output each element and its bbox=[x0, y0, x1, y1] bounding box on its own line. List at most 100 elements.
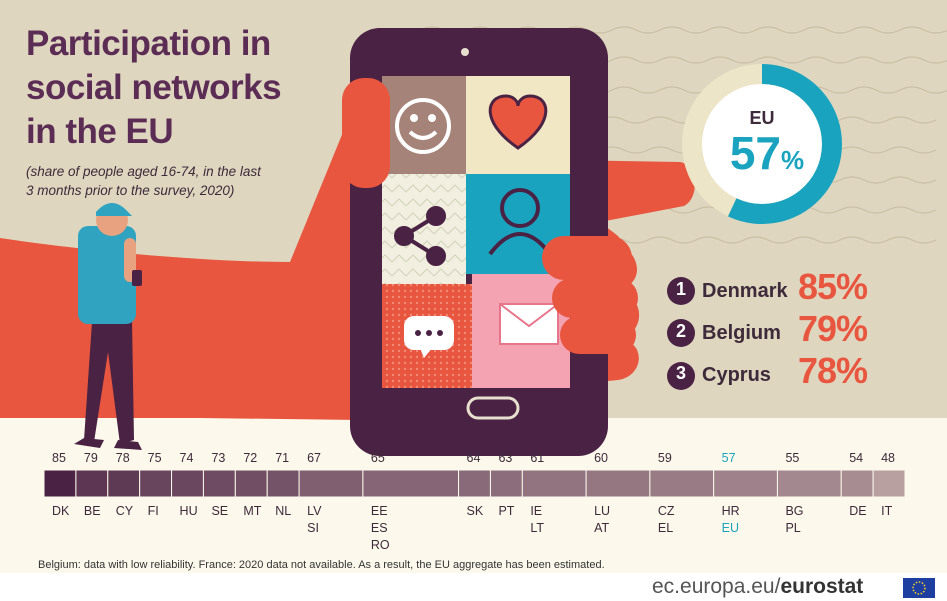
country-value-label: 65 bbox=[371, 451, 385, 465]
country-code-label: CY bbox=[116, 504, 134, 518]
country-value-label: 74 bbox=[180, 451, 194, 465]
country-code-label: EU bbox=[722, 521, 739, 535]
country-value-label: 63 bbox=[498, 451, 512, 465]
top3-value: 79% bbox=[798, 308, 868, 349]
country-bar-segment bbox=[171, 469, 204, 498]
eu-value: 57% bbox=[717, 126, 817, 180]
country-bar-segment bbox=[139, 469, 173, 498]
country-value-label: 85 bbox=[52, 451, 66, 465]
country-value-label: 71 bbox=[275, 451, 289, 465]
country-code-label: IT bbox=[881, 504, 892, 518]
country-bar-segment bbox=[776, 469, 842, 498]
country-code-label: AT bbox=[594, 521, 609, 535]
country-code-label: IE bbox=[530, 504, 542, 518]
country-code-label: CZ bbox=[658, 504, 675, 518]
top3-value: 85% bbox=[798, 266, 868, 307]
country-code-label: SK bbox=[467, 504, 484, 518]
top3-country: Cyprus bbox=[702, 364, 771, 386]
country-value-label: 54 bbox=[849, 451, 863, 465]
country-code-label: BE bbox=[84, 504, 101, 518]
user-icon bbox=[488, 188, 552, 256]
country-bar-segment bbox=[458, 469, 491, 498]
country-value-label: 57 bbox=[722, 451, 736, 465]
footnote: Belgium: data with low reliability. Fran… bbox=[38, 559, 605, 571]
country-value-label: 61 bbox=[530, 451, 544, 465]
eu-label: EU bbox=[749, 108, 775, 128]
heart-icon bbox=[488, 94, 548, 150]
country-code-label: HU bbox=[180, 504, 198, 518]
top3-country: Belgium bbox=[702, 322, 781, 344]
country-bar-segment bbox=[298, 469, 364, 498]
country-code-label: FI bbox=[148, 504, 159, 518]
country-code-label: NL bbox=[275, 504, 291, 518]
country-bar-segment bbox=[521, 469, 587, 498]
country-code-label: HR bbox=[722, 504, 740, 518]
country-value-label: 48 bbox=[881, 451, 895, 465]
top3-rank: 1 bbox=[675, 279, 686, 299]
country-bar-segment bbox=[234, 469, 268, 498]
top3-rank: 2 bbox=[675, 321, 686, 341]
country-bar-segment bbox=[489, 469, 523, 498]
person-with-phone-illustration bbox=[74, 203, 142, 450]
country-code-label: EL bbox=[658, 521, 673, 535]
country-code-label: LT bbox=[530, 521, 544, 535]
top3-rank: 3 bbox=[675, 363, 686, 383]
country-bar-segment bbox=[202, 469, 236, 498]
country-code-label: SE bbox=[211, 504, 228, 518]
eu-donut-arc bbox=[727, 64, 842, 224]
country-code-label: LV bbox=[307, 504, 322, 518]
country-code-label: ES bbox=[371, 521, 388, 535]
country-value-label: 75 bbox=[148, 451, 162, 465]
country-bar-segment bbox=[585, 469, 651, 498]
smiley-icon bbox=[395, 98, 451, 154]
eu-percent-sign: % bbox=[781, 145, 805, 175]
country-value-label: 78 bbox=[116, 451, 130, 465]
country-value-label: 67 bbox=[307, 451, 321, 465]
top3-badges bbox=[667, 277, 695, 390]
country-value-label: 60 bbox=[594, 451, 608, 465]
country-code-label: LU bbox=[594, 504, 610, 518]
eurostat-brand[interactable]: ec.europa.eu/eurostat bbox=[652, 575, 863, 599]
top3-value: 78% bbox=[798, 350, 868, 391]
eu-value-number: 57 bbox=[729, 127, 782, 179]
country-code-label: BG bbox=[785, 504, 803, 518]
page-subtitle: (share of people aged 16-74, in the last… bbox=[26, 164, 261, 198]
country-value-label: 73 bbox=[211, 451, 225, 465]
top3-country: Denmark bbox=[702, 280, 788, 302]
country-code-label: PT bbox=[498, 504, 514, 518]
country-code-label: DE bbox=[849, 504, 866, 518]
country-bar-segment bbox=[266, 469, 300, 498]
country-code-label: SI bbox=[307, 521, 319, 535]
country-bar-segment bbox=[840, 469, 874, 498]
eu-donut-chart bbox=[682, 64, 842, 224]
eu-flag-icon bbox=[903, 578, 935, 598]
share-icon bbox=[394, 206, 446, 266]
country-code-label: DK bbox=[52, 504, 70, 518]
footer-bar bbox=[0, 573, 947, 601]
page-title: Participation in social networks in the … bbox=[26, 24, 282, 151]
country-bar-segment bbox=[713, 469, 778, 498]
country-bar-segment bbox=[75, 469, 109, 498]
country-code-label: PL bbox=[785, 521, 800, 535]
chat-bubble-icon bbox=[404, 316, 454, 358]
brand-name: eurostat bbox=[780, 575, 864, 598]
country-code-label: MT bbox=[243, 504, 261, 518]
country-bar-segment bbox=[43, 469, 77, 498]
country-value-label: 59 bbox=[658, 451, 672, 465]
fingers-illustration bbox=[342, 78, 638, 354]
country-value-label: 72 bbox=[243, 451, 257, 465]
country-bar-segment bbox=[872, 469, 906, 498]
country-value-label: 55 bbox=[785, 451, 799, 465]
country-value-label: 79 bbox=[84, 451, 98, 465]
brand-domain: ec.europa.eu/ bbox=[652, 575, 781, 598]
mail-icon bbox=[499, 303, 559, 345]
country-bar-labels: 85 DK 79 BE 78 CY 75 FI 74 HU 73 SE 72 MT 71 NL 67 LV SI 65… bbox=[52, 451, 895, 552]
country-bar-segment bbox=[362, 469, 460, 498]
country-bar-segment bbox=[649, 469, 715, 498]
country-code-label: RO bbox=[371, 538, 390, 552]
country-code-label: EE bbox=[371, 504, 388, 518]
country-bar-chart bbox=[43, 469, 906, 498]
country-value-label: 64 bbox=[467, 451, 481, 465]
